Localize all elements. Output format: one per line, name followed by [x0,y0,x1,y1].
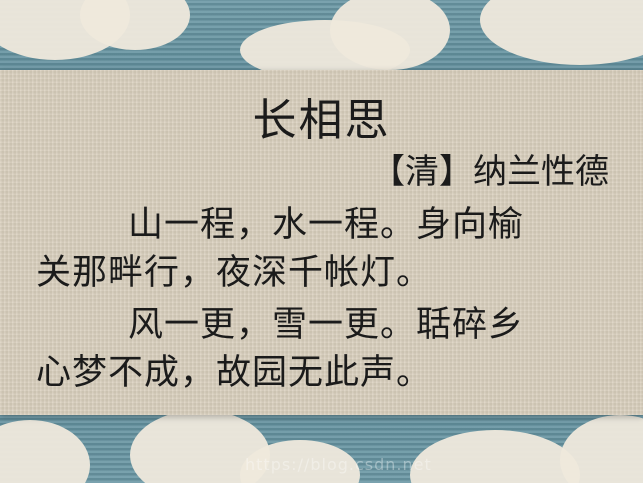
poem-line-1: 山一程，水一程。身向榆 [128,205,525,245]
cloud-bottom-right [410,430,580,483]
cloud-top-mid-2 [330,0,450,70]
cloud-top-right [480,0,643,65]
poem-line-3: 风一更，雪一更。聒碎乡 [128,305,525,345]
watermark-text: https://blog.csdn.net [245,455,432,474]
paper-panel [0,70,643,415]
poem-line-4: 心梦不成，故园无此声。 [36,353,433,393]
cloud-bottom-right-2 [560,415,643,483]
poem-author: 【清】纳兰性德 [371,152,609,192]
poem-line-2: 关那畔行，夜深千帐灯。 [36,253,433,293]
cloud-bottom-left [0,420,90,483]
poem-title: 长相思 [252,95,391,146]
